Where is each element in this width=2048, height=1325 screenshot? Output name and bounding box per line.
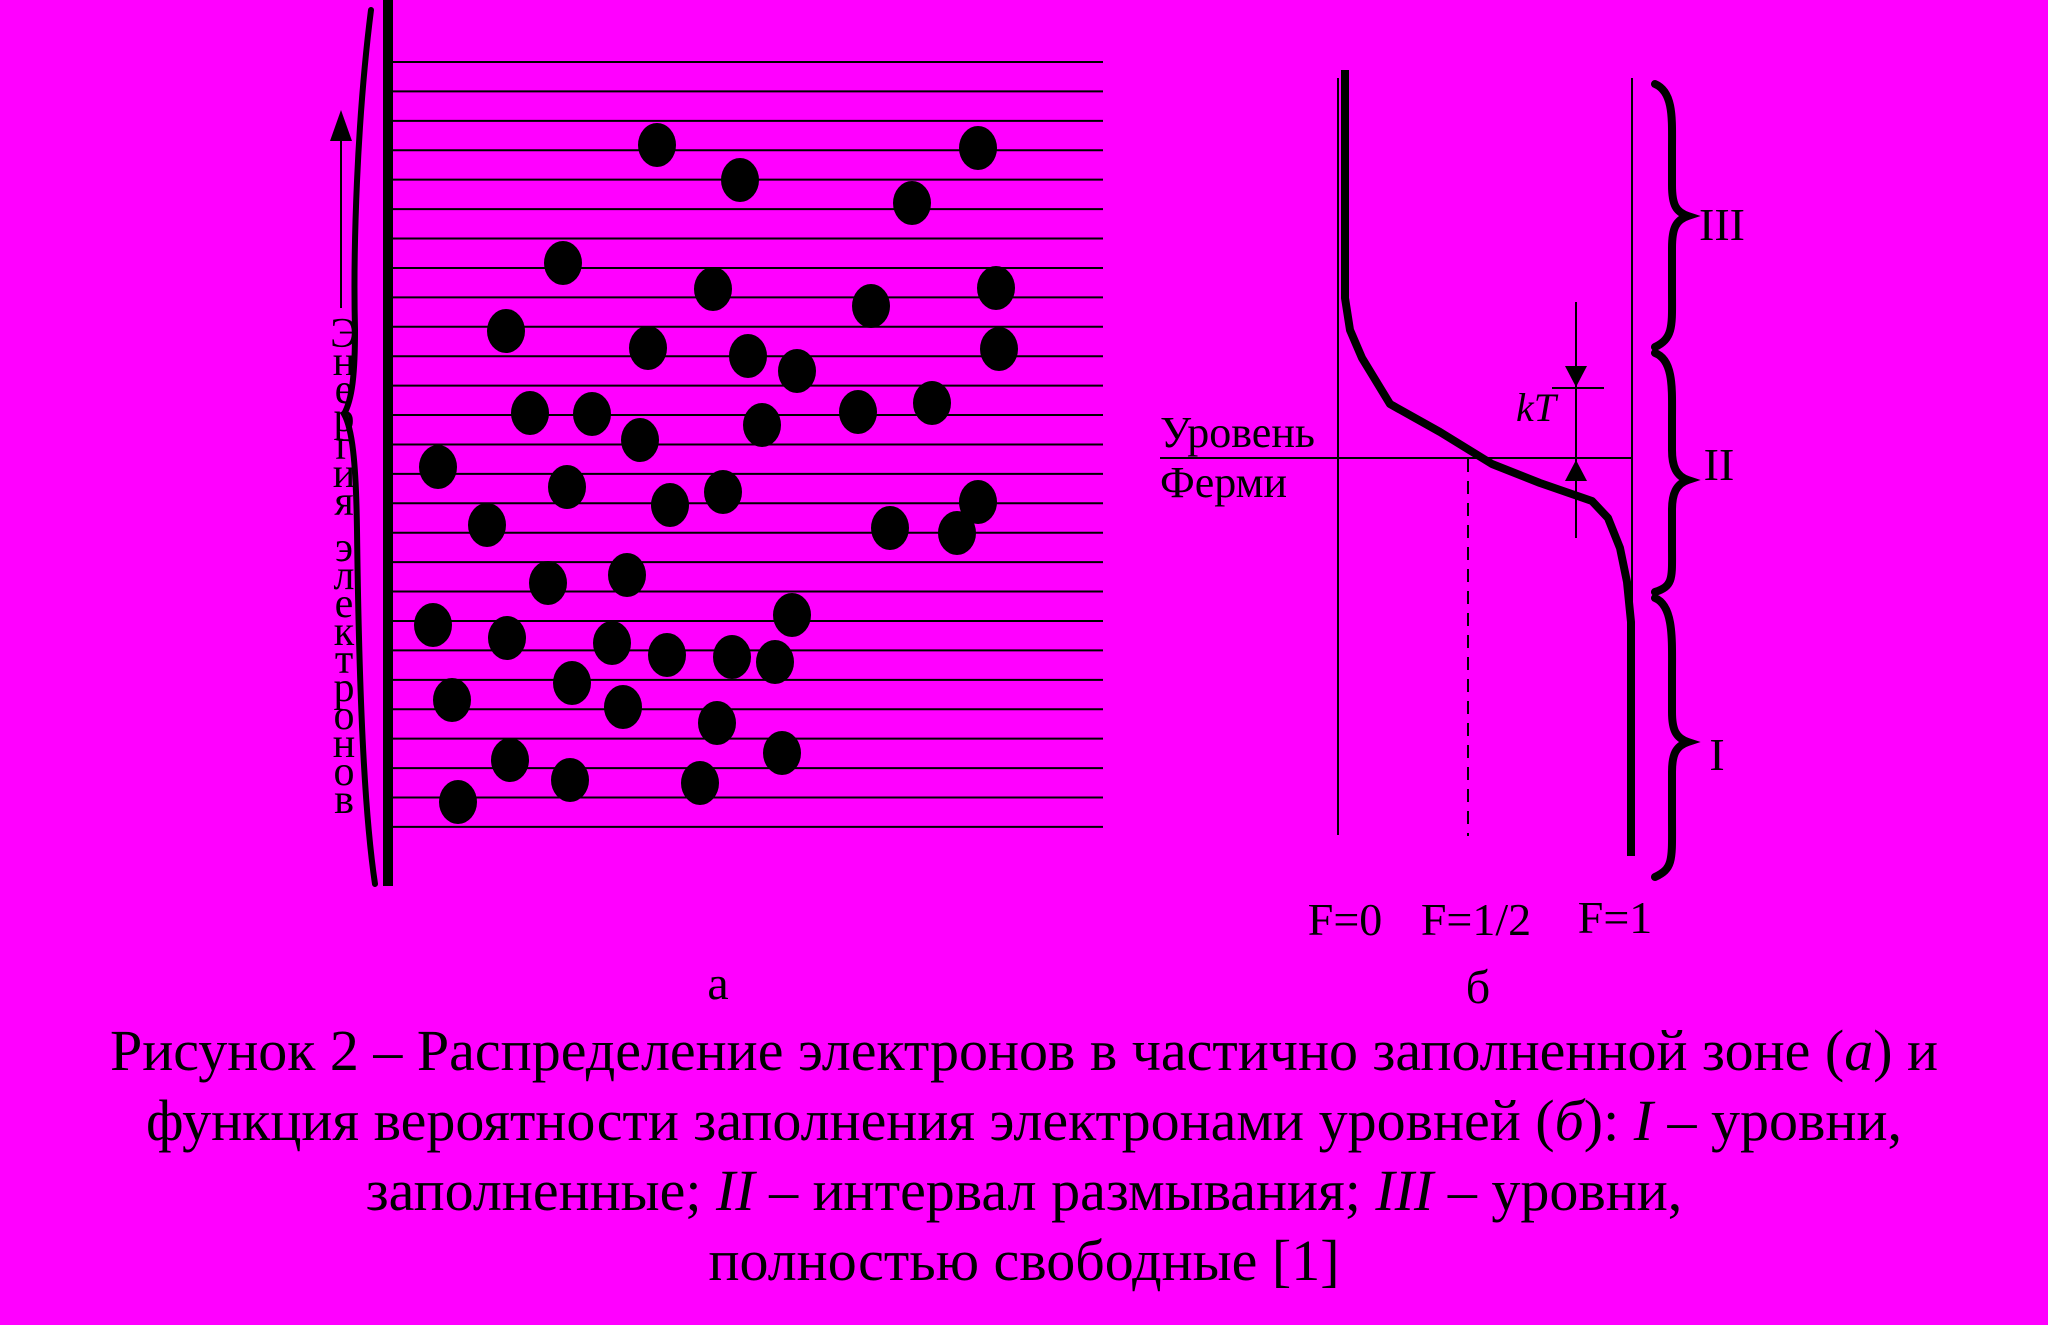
- energy-axis-arrow: [330, 110, 352, 308]
- electron-dots: [414, 123, 1018, 824]
- region-iii-label: III: [1699, 199, 1745, 250]
- panel-b: [1160, 70, 1701, 881]
- region-i-brace: [1651, 594, 1701, 881]
- f0-label: F=0: [1307, 894, 1383, 945]
- region-iii-brace: [1651, 80, 1701, 351]
- diagram-canvas: [330, 0, 1701, 887]
- fermi-level-label-line2: Ферми: [1160, 458, 1288, 507]
- caption-line-3: заполненные; II – интервал размывания; I…: [365, 1158, 1683, 1223]
- figure-caption: Рисунок 2 – Распределение электронов в ч…: [0, 1016, 2048, 1296]
- region-ii-brace: [1651, 349, 1701, 596]
- panel-a: [330, 0, 1103, 887]
- caption-line-1: Рисунок 2 – Распределение электронов в ч…: [109, 1018, 1939, 1083]
- fermi-distribution-curve: [1341, 70, 1635, 856]
- kt-label: kT: [1516, 385, 1556, 430]
- panel-b-label: б: [1465, 961, 1491, 1014]
- kt-interval-arrows: [1552, 302, 1604, 538]
- region-ii-label: II: [1703, 439, 1735, 490]
- fermi-level-label: Уровень Ферми: [1160, 408, 1315, 508]
- panel-a-label: а: [707, 957, 729, 1010]
- region-i-label: I: [1709, 729, 1725, 780]
- band-left-brace: [340, 7, 378, 887]
- f-half-label: F=1/2: [1420, 894, 1532, 945]
- caption-line-4: полностью свободные [1]: [708, 1228, 1340, 1293]
- f1-label: F=1: [1577, 892, 1653, 943]
- caption-line-2: функция вероятности заполнения электрона…: [145, 1088, 1903, 1153]
- band-boundary-line: [383, 0, 393, 886]
- fermi-level-label-line1: Уровень: [1160, 408, 1315, 457]
